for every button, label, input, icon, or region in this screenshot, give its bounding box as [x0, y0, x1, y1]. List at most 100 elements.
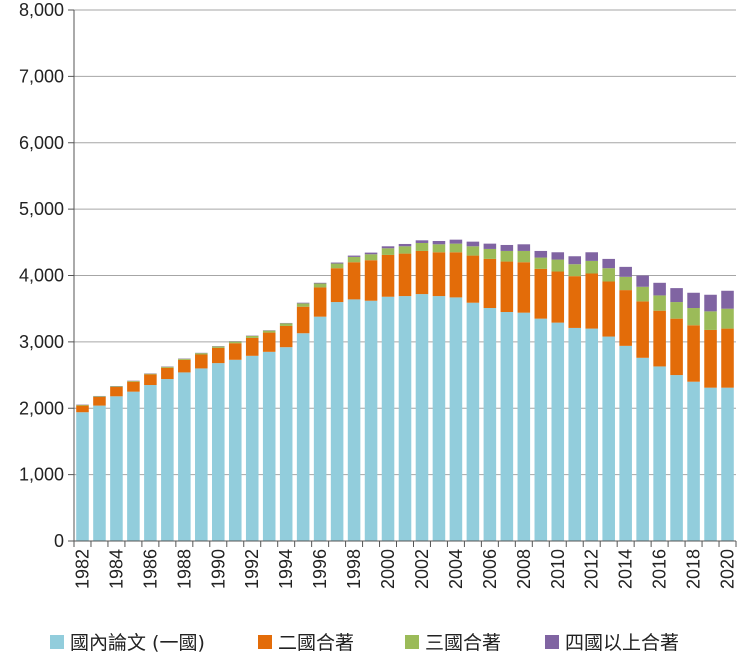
bar-segment-2005-s2 [466, 246, 480, 256]
x-tick-label: 1988 [174, 549, 194, 589]
bar-segment-1997-s2 [330, 263, 344, 269]
bar-segment-1995-s0 [296, 333, 310, 541]
bar-segment-2004-s0 [449, 297, 463, 541]
y-tick-label: 2,000 [19, 398, 64, 418]
bar-segment-2015-s1 [636, 301, 649, 358]
legend-swatch-domestic [50, 634, 64, 649]
bar-segment-2007-s2 [500, 250, 514, 262]
bar-segment-1991-s1 [228, 343, 242, 360]
bars [76, 239, 734, 541]
bar-segment-1991-s2 [228, 341, 242, 344]
bar-segment-2018-s3 [687, 292, 700, 309]
legend: 國內論文 (一國) 二國合著 三國合著 四國以上合著 [0, 622, 740, 662]
bar-segment-2015-s2 [636, 286, 649, 302]
bar-segment-2014-s3 [619, 266, 632, 277]
bar-segment-2017-s3 [670, 288, 683, 303]
bar-segment-2008-s1 [517, 262, 531, 313]
x-tick-label: 2012 [582, 549, 602, 589]
bar-segment-1990-s0 [212, 363, 225, 541]
bar-segment-2000-s3 [381, 246, 395, 249]
bar-segment-1990-s1 [212, 347, 225, 364]
bar-segment-1995-s2 [296, 303, 310, 307]
x-tick-label: 1990 [208, 549, 228, 589]
bar-segment-1982-s0 [76, 412, 89, 541]
bar-segment-1999-s3 [364, 252, 378, 255]
bar-segment-1986-s0 [144, 385, 157, 541]
legend-label-domestic: 國內論文 (一國) [70, 632, 205, 654]
bar-segment-2016-s2 [653, 295, 666, 311]
bar-segment-2002-s1 [415, 250, 429, 295]
bar-segment-1985-s0 [127, 391, 140, 541]
bar-segment-2020-s0 [721, 387, 734, 541]
stacked-bar-chart: 0 1,000 2,000 3,000 4,000 5,000 6,000 7,000 8,00… [19, 0, 738, 589]
bar-segment-2013-s2 [602, 268, 615, 282]
bar-segment-1982-s1 [76, 405, 89, 413]
bar-segment-1992-s2 [245, 335, 259, 338]
bar-segment-2011-s1 [568, 276, 582, 328]
bar-segment-2008-s2 [517, 250, 531, 263]
bar-segment-2006-s2 [483, 248, 497, 259]
bar-segment-2001-s0 [398, 296, 412, 541]
bar-segment-2020-s3 [721, 290, 734, 309]
legend-item-domestic: 國內論文 (一國) [50, 628, 205, 655]
bar-segment-2003-s3 [432, 240, 446, 245]
bar-segment-1998-s3 [347, 255, 361, 257]
bar-segment-2015-s3 [636, 275, 649, 287]
bar-segment-1985-s1 [127, 381, 140, 392]
bar-segment-2011-s0 [568, 327, 582, 541]
y-tick-label: 7,000 [19, 66, 64, 86]
bar-segment-2005-s1 [466, 255, 480, 303]
bar-segment-2017-s1 [670, 318, 683, 376]
bar-segment-1982-s2 [76, 404, 89, 406]
bar-segment-1984-s2 [110, 386, 123, 388]
x-axis-ticks: 1982 1984 1986 1988 1990 1992 1994 1996 1998 2000… [72, 541, 738, 589]
bar-segment-2017-s0 [670, 375, 683, 541]
bar-segment-1996-s3 [313, 282, 327, 284]
legend-item-two-countries: 二國合著 [258, 628, 354, 655]
bar-segment-1999-s2 [364, 254, 378, 261]
bar-segment-1992-s0 [245, 355, 259, 541]
x-tick-label: 2004 [446, 549, 466, 589]
bar-segment-2016-s0 [653, 366, 666, 541]
bar-segment-2009-s2 [534, 257, 548, 269]
bar-segment-2006-s3 [483, 243, 497, 249]
bar-segment-1997-s0 [330, 302, 344, 541]
x-tick-label: 1986 [140, 549, 160, 589]
bar-segment-2009-s0 [534, 318, 548, 541]
y-tick-label: 8,000 [19, 0, 64, 20]
bar-segment-1994-s1 [279, 325, 293, 348]
y-tick-label: 3,000 [19, 332, 64, 352]
bar-segment-1991-s0 [228, 359, 242, 541]
bar-segment-2002-s0 [415, 294, 429, 541]
x-tick-label: 2006 [480, 549, 500, 589]
legend-swatch-two-countries [258, 634, 272, 649]
legend-label-four-plus-countries: 四國以上合著 [565, 632, 680, 654]
bar-segment-2007-s3 [500, 244, 514, 251]
bar-segment-2010-s3 [551, 252, 565, 260]
bar-segment-2011-s2 [568, 264, 582, 277]
bar-segment-2001-s1 [398, 253, 412, 297]
bar-segment-2011-s3 [568, 256, 582, 265]
bar-segment-1990-s2 [212, 346, 225, 348]
bar-segment-2007-s1 [500, 261, 514, 313]
bar-segment-2019-s1 [704, 329, 717, 388]
bar-segment-2018-s0 [687, 381, 700, 541]
bar-segment-2019-s3 [704, 294, 717, 312]
x-tick-label: 1994 [276, 549, 296, 589]
bar-segment-1988-s0 [178, 372, 191, 541]
bar-segment-2013-s3 [602, 258, 615, 269]
bar-segment-1983-s2 [93, 396, 106, 397]
bar-segment-2002-s2 [415, 242, 429, 251]
x-tick-label: 1992 [242, 549, 262, 589]
x-tick-label: 2008 [514, 549, 534, 589]
y-axis-ticks: 0 1,000 2,000 3,000 4,000 5,000 6,000 7,000 8,00… [19, 0, 74, 551]
legend-label-two-countries: 二國合著 [278, 632, 355, 654]
bar-segment-2012-s0 [585, 328, 598, 541]
bar-segment-2010-s2 [551, 259, 565, 272]
bar-segment-2004-s1 [449, 252, 463, 298]
bar-segment-2019-s0 [704, 387, 717, 541]
bar-segment-1996-s2 [313, 283, 327, 288]
bar-segment-2010-s0 [551, 322, 565, 541]
bar-segment-2006-s1 [483, 258, 497, 309]
legend-swatch-four-plus-countries [545, 634, 559, 649]
